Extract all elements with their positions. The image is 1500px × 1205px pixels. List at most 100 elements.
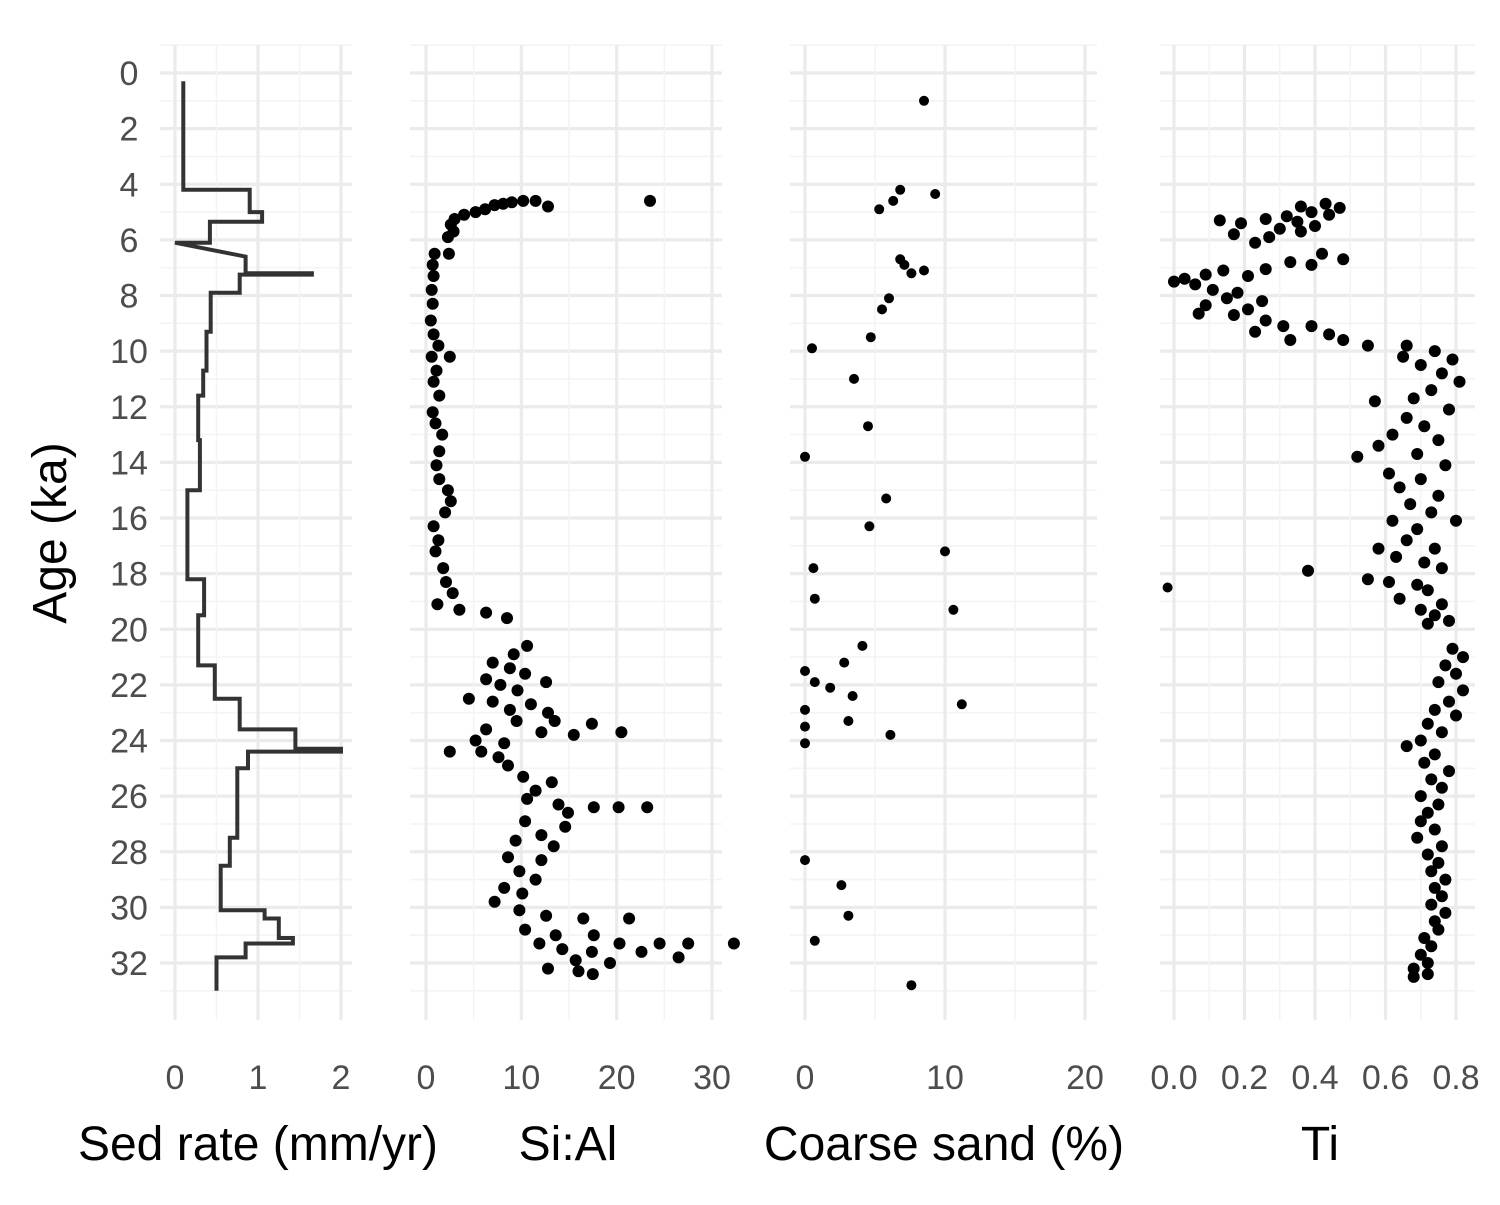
data-point bbox=[1450, 667, 1462, 680]
x-tick-label: 0.6 bbox=[1362, 1059, 1409, 1097]
data-point bbox=[1407, 970, 1420, 983]
data-point bbox=[1411, 831, 1424, 844]
x-axis-title-si-al: Si:Al bbox=[519, 1118, 618, 1171]
data-point bbox=[547, 840, 560, 853]
data-point bbox=[425, 350, 438, 363]
data-point bbox=[1393, 592, 1406, 605]
data-point bbox=[1435, 598, 1448, 611]
data-point bbox=[800, 666, 810, 676]
data-point bbox=[885, 729, 896, 740]
data-point bbox=[1425, 865, 1438, 878]
data-point bbox=[458, 208, 471, 221]
data-point bbox=[540, 676, 553, 689]
x-axis-title-ti: Ti bbox=[1301, 1118, 1339, 1171]
y-tick-label: 26 bbox=[110, 778, 148, 816]
data-point bbox=[884, 293, 894, 304]
data-point bbox=[1323, 328, 1336, 341]
data-point bbox=[956, 699, 967, 710]
data-point bbox=[1428, 748, 1441, 761]
data-point bbox=[1443, 614, 1455, 627]
data-point bbox=[1383, 576, 1395, 588]
data-point bbox=[1231, 286, 1244, 299]
data-point bbox=[1439, 659, 1452, 672]
x-tick-label: 0.8 bbox=[1432, 1059, 1479, 1097]
x-tick-label: 2 bbox=[332, 1059, 351, 1097]
data-point bbox=[498, 737, 511, 750]
data-point bbox=[432, 534, 445, 547]
data-point bbox=[439, 506, 452, 519]
data-point bbox=[1432, 923, 1445, 936]
data-point bbox=[426, 258, 439, 271]
data-point bbox=[441, 231, 454, 244]
data-point bbox=[1351, 450, 1364, 463]
x-axis-title-sed-rate: Sed rate (mm/yr) bbox=[78, 1118, 438, 1171]
data-point bbox=[644, 194, 656, 207]
data-point bbox=[825, 682, 836, 693]
y-tick-label: 8 bbox=[120, 278, 139, 316]
data-point bbox=[430, 364, 443, 377]
data-point bbox=[480, 723, 493, 736]
data-point bbox=[475, 745, 488, 758]
data-point bbox=[1294, 225, 1307, 238]
data-point bbox=[545, 776, 558, 789]
data-point bbox=[1242, 270, 1254, 282]
y-tick-label: 28 bbox=[110, 834, 148, 872]
data-point bbox=[469, 206, 482, 219]
data-point bbox=[1421, 806, 1434, 819]
data-point bbox=[1361, 573, 1374, 586]
data-point bbox=[1418, 932, 1431, 944]
data-point bbox=[1305, 320, 1318, 333]
data-point bbox=[874, 204, 885, 215]
data-point bbox=[572, 965, 585, 978]
data-point bbox=[1368, 395, 1381, 408]
data-point bbox=[1414, 948, 1427, 961]
data-point bbox=[430, 459, 443, 472]
data-point bbox=[1284, 334, 1297, 346]
data-point bbox=[498, 881, 511, 894]
data-point bbox=[1432, 489, 1445, 502]
data-point bbox=[1435, 890, 1448, 903]
data-point bbox=[426, 406, 439, 419]
data-point bbox=[1404, 498, 1417, 511]
data-point bbox=[556, 943, 569, 956]
data-point bbox=[486, 695, 499, 708]
data-point bbox=[535, 829, 548, 842]
data-point bbox=[432, 339, 445, 352]
data-point bbox=[431, 598, 444, 611]
data-point bbox=[1453, 375, 1466, 388]
data-point bbox=[839, 657, 850, 668]
data-point bbox=[1435, 726, 1448, 739]
data-point bbox=[1414, 790, 1427, 803]
data-point bbox=[1435, 562, 1448, 575]
y-tick-label: 18 bbox=[110, 556, 148, 594]
data-point bbox=[849, 373, 859, 384]
data-point bbox=[843, 910, 854, 921]
x-tick-label: 0 bbox=[166, 1059, 185, 1097]
y-tick-label: 10 bbox=[110, 333, 148, 371]
tick-label-layer: 0 1 2 0 10 20 30 0 10 20 0.0 0.2 0.4 0.6 0.80246810121… bbox=[110, 55, 1480, 1097]
data-point bbox=[1414, 359, 1427, 371]
data-point bbox=[1418, 556, 1431, 569]
data-point bbox=[1256, 295, 1269, 308]
data-point bbox=[428, 247, 441, 260]
data-point bbox=[1414, 815, 1427, 828]
y-tick-label: 0 bbox=[120, 55, 139, 93]
data-point bbox=[433, 473, 446, 486]
x-axis-title-coarse-sand: Coarse sand (%) bbox=[764, 1118, 1124, 1171]
data-point bbox=[1220, 292, 1233, 305]
data-point bbox=[444, 495, 457, 508]
data-point bbox=[1421, 968, 1434, 981]
data-point bbox=[510, 715, 523, 727]
data-point bbox=[587, 801, 600, 814]
data-point bbox=[501, 612, 513, 625]
data-point bbox=[511, 684, 524, 697]
data-point bbox=[587, 929, 600, 942]
data-point bbox=[492, 751, 505, 764]
data-point bbox=[1425, 898, 1438, 911]
data-point bbox=[1259, 314, 1272, 327]
data-point bbox=[1457, 684, 1469, 697]
data-point bbox=[524, 698, 537, 711]
data-point bbox=[919, 95, 929, 106]
data-point bbox=[1397, 350, 1410, 363]
